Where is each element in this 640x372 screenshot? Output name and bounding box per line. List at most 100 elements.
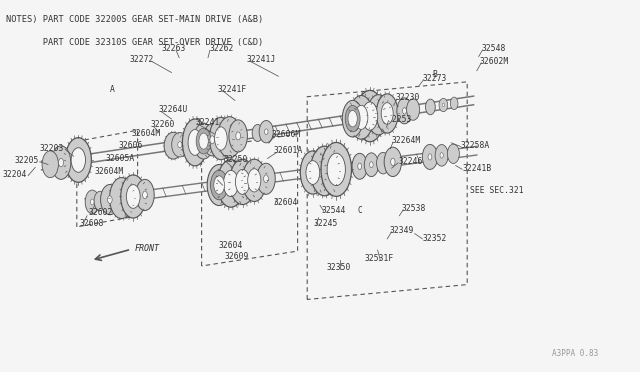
- Text: 32260: 32260: [150, 120, 175, 129]
- Text: 32262: 32262: [210, 44, 234, 53]
- Ellipse shape: [376, 153, 390, 174]
- Ellipse shape: [230, 159, 255, 205]
- Ellipse shape: [193, 123, 214, 159]
- Ellipse shape: [243, 159, 266, 202]
- Text: NOTES) PART CODE 32200S GEAR SET-MAIN DRIVE (A&B): NOTES) PART CODE 32200S GEAR SET-MAIN DR…: [6, 15, 264, 24]
- Ellipse shape: [370, 162, 373, 168]
- Text: 32602M: 32602M: [480, 57, 509, 66]
- Text: 32609: 32609: [225, 252, 249, 261]
- Ellipse shape: [211, 170, 228, 200]
- Text: 32273: 32273: [422, 74, 447, 83]
- Ellipse shape: [422, 144, 438, 169]
- Ellipse shape: [136, 179, 154, 211]
- Text: 32604: 32604: [274, 198, 298, 207]
- Ellipse shape: [439, 98, 448, 112]
- Ellipse shape: [300, 151, 325, 194]
- Text: 32241B: 32241B: [462, 164, 492, 173]
- Text: 32604M: 32604M: [95, 167, 124, 176]
- Ellipse shape: [364, 153, 378, 177]
- Ellipse shape: [376, 94, 398, 133]
- Text: SEE SEC.321: SEE SEC.321: [470, 186, 524, 195]
- Ellipse shape: [224, 176, 234, 191]
- Ellipse shape: [121, 175, 146, 218]
- Ellipse shape: [310, 146, 339, 196]
- Ellipse shape: [248, 169, 261, 192]
- Text: 32352: 32352: [422, 234, 447, 243]
- Ellipse shape: [214, 127, 227, 150]
- Text: 32605A: 32605A: [106, 154, 135, 163]
- Text: PART CODE 32310S GEAR SET-OVER DRIVE (C&D): PART CODE 32310S GEAR SET-OVER DRIVE (C&…: [6, 38, 264, 47]
- Ellipse shape: [229, 120, 248, 152]
- Ellipse shape: [259, 121, 273, 143]
- Text: 32253: 32253: [387, 115, 412, 124]
- Ellipse shape: [210, 136, 214, 144]
- Text: 32263: 32263: [162, 44, 186, 53]
- Ellipse shape: [349, 96, 373, 139]
- Ellipse shape: [327, 153, 346, 186]
- Ellipse shape: [236, 170, 250, 194]
- Ellipse shape: [218, 117, 241, 158]
- Ellipse shape: [362, 102, 378, 130]
- Text: 32604: 32604: [218, 241, 243, 250]
- Text: 32602: 32602: [88, 208, 113, 217]
- Ellipse shape: [85, 190, 99, 214]
- Text: FRONT: FRONT: [134, 244, 159, 253]
- Ellipse shape: [390, 158, 395, 166]
- Text: 32204: 32204: [3, 170, 27, 179]
- Ellipse shape: [381, 103, 393, 124]
- Ellipse shape: [178, 142, 182, 148]
- Ellipse shape: [126, 185, 140, 208]
- Ellipse shape: [209, 117, 232, 160]
- Ellipse shape: [342, 100, 363, 137]
- Ellipse shape: [406, 99, 420, 120]
- Text: 32258A: 32258A: [461, 141, 490, 150]
- Ellipse shape: [358, 163, 362, 170]
- Text: 32538: 32538: [402, 204, 426, 213]
- Text: 32544: 32544: [321, 206, 346, 215]
- Text: A: A: [109, 85, 115, 94]
- Ellipse shape: [108, 196, 112, 203]
- Text: C: C: [357, 206, 362, 215]
- Text: 32608: 32608: [80, 219, 104, 228]
- Text: 32264R: 32264R: [215, 174, 244, 183]
- Text: 32531F: 32531F: [364, 254, 394, 263]
- Text: 32241J: 32241J: [246, 55, 276, 64]
- Text: 32264U: 32264U: [159, 105, 188, 114]
- Text: 32606: 32606: [118, 141, 143, 150]
- Ellipse shape: [71, 148, 86, 172]
- Ellipse shape: [65, 138, 92, 182]
- Text: 32246: 32246: [398, 157, 422, 166]
- Ellipse shape: [428, 154, 432, 160]
- Ellipse shape: [223, 170, 238, 196]
- Ellipse shape: [426, 99, 435, 115]
- Text: 32349: 32349: [389, 226, 413, 235]
- Ellipse shape: [321, 142, 351, 196]
- Text: 32203: 32203: [40, 144, 64, 153]
- Ellipse shape: [172, 132, 188, 157]
- Ellipse shape: [90, 199, 94, 205]
- Ellipse shape: [367, 94, 390, 135]
- Text: 32601A: 32601A: [274, 146, 303, 155]
- Ellipse shape: [236, 132, 241, 140]
- Text: 32548: 32548: [481, 44, 506, 53]
- Ellipse shape: [199, 133, 208, 149]
- Ellipse shape: [440, 153, 444, 158]
- Ellipse shape: [257, 163, 275, 194]
- Text: 32264M: 32264M: [392, 136, 421, 145]
- Text: B: B: [433, 70, 438, 79]
- Ellipse shape: [164, 132, 182, 159]
- Ellipse shape: [345, 106, 360, 132]
- Ellipse shape: [42, 151, 58, 177]
- Ellipse shape: [355, 105, 368, 129]
- Text: 32205: 32205: [14, 156, 38, 165]
- Ellipse shape: [182, 119, 207, 166]
- Text: 32250: 32250: [224, 155, 248, 164]
- Ellipse shape: [356, 90, 384, 142]
- Text: 32241F: 32241F: [218, 85, 247, 94]
- Text: A3PPA 0.83: A3PPA 0.83: [552, 349, 598, 358]
- Ellipse shape: [143, 191, 147, 199]
- Ellipse shape: [207, 164, 231, 205]
- Ellipse shape: [252, 125, 263, 141]
- Ellipse shape: [196, 128, 211, 154]
- Text: 32350: 32350: [327, 263, 351, 272]
